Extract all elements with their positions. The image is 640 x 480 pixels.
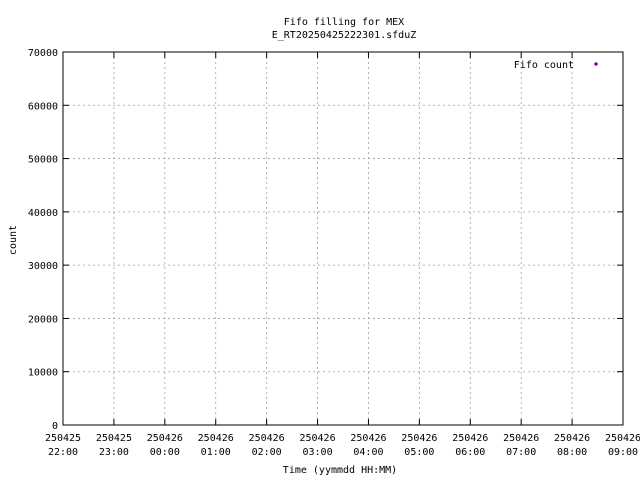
x-tick-label-time: 00:00: [150, 447, 180, 458]
x-tick-label-date: 250426: [198, 433, 234, 444]
x-tick-label-date: 250426: [452, 433, 488, 444]
y-tick-label: 30000: [28, 261, 58, 272]
x-axis-label: Time (yymmdd HH:MM): [283, 465, 397, 476]
x-tick-label-date: 250426: [249, 433, 285, 444]
x-tick-label-date: 250425: [45, 433, 81, 444]
x-tick-label-date: 250426: [147, 433, 183, 444]
y-tick-label: 10000: [28, 368, 58, 379]
y-tick-labels: 0 10000 20000 30000 40000 50000 60000 70000: [28, 48, 58, 432]
x-tick-label-date: 250425: [96, 433, 132, 444]
y-axis-label: count: [8, 225, 19, 255]
y-tick-label: 60000: [28, 101, 58, 112]
x-tick-label-time: 22:00: [48, 447, 78, 458]
legend-label: Fifo count: [514, 60, 574, 71]
x-tick-label-date: 250426: [299, 433, 335, 444]
data-points: [111, 0, 589, 423]
chart-title: Fifo filling for MEX: [284, 17, 404, 28]
x-tick-label-date: 250426: [350, 433, 386, 444]
plot-frame: [62, 51, 624, 426]
x-tick-label-time: 02:00: [252, 447, 282, 458]
y-tick-label: 70000: [28, 48, 58, 59]
x-tick-label-date: 250426: [605, 433, 640, 444]
y-tick-label: 50000: [28, 155, 58, 166]
axis-ticks: [62, 51, 624, 426]
x-tick-label-time: 05:00: [404, 447, 434, 458]
x-tick-label-time: 08:00: [557, 447, 587, 458]
x-tick-label-time: 04:00: [353, 447, 383, 458]
x-tick-label-date: 250426: [554, 433, 590, 444]
grid-lines: [63, 52, 623, 425]
chart-subtitle: E_RT20250425222301.sfduZ: [272, 30, 417, 41]
x-tick-label-time: 07:00: [506, 447, 536, 458]
x-tick-label-time: 01:00: [201, 447, 231, 458]
x-tick-label-time: 23:00: [99, 447, 129, 458]
y-tick-label: 0: [52, 421, 58, 432]
x-tick-label-time: 06:00: [455, 447, 485, 458]
y-tick-label: 20000: [28, 314, 58, 325]
x-tick-label-time: 09:00: [608, 447, 638, 458]
x-tick-labels: 250425 22:00 250425 23:00 250426 00:00 250426 0…: [45, 433, 640, 458]
x-tick-label-time: 03:00: [302, 447, 332, 458]
legend-marker: [593, 61, 599, 67]
x-tick-label-date: 250426: [401, 433, 437, 444]
legend: Fifo count: [514, 60, 599, 71]
y-tick-label: 40000: [28, 208, 58, 219]
x-tick-label-date: 250426: [503, 433, 539, 444]
